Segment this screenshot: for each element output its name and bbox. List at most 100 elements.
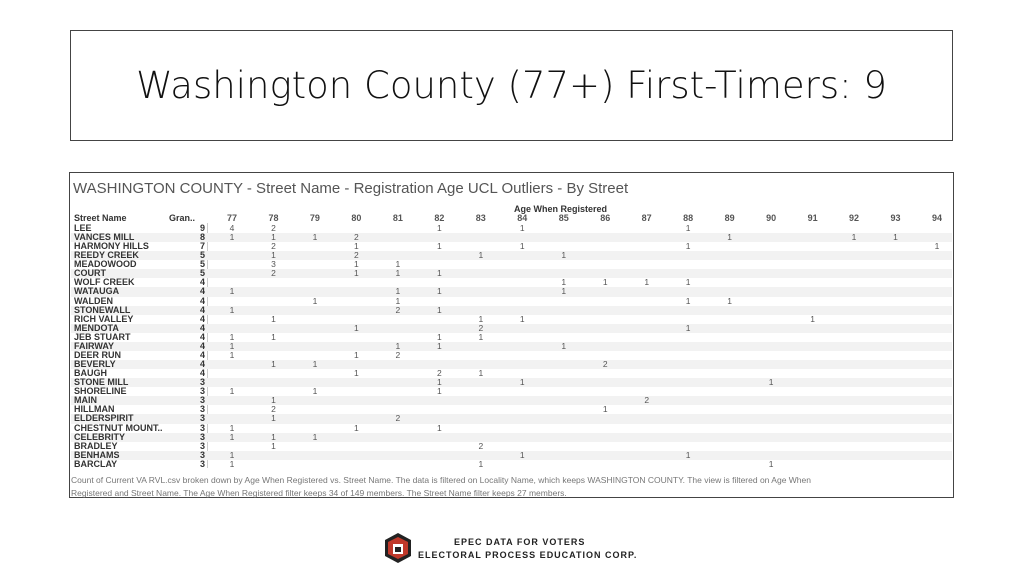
header-cell: 79 [309,213,320,223]
count-cell: 2 [271,404,276,415]
total-cell: 3 [199,395,205,406]
count-cell: 1 [644,277,650,288]
count-cell: 1 [271,250,276,261]
street-cell: MEADOWOOD [74,259,137,270]
count-cell: 2 [395,304,401,315]
count-cell: 1 [229,304,235,315]
count-cell: 1 [271,395,276,406]
count-cell: 2 [478,322,484,333]
street-cell: ELDERSPIRIT [74,413,134,424]
footer-line: Registered and Street Name. The Age When… [71,488,567,498]
street-cell: SHORELINE [74,386,127,397]
count-cell: 1 [395,268,401,279]
street-cell: HILLMAN [74,404,115,415]
total-cell: 3 [199,404,205,415]
count-cell: 2 [644,395,650,406]
total-cell: 4 [199,331,205,342]
header-cell: 87 [641,213,652,223]
header-cell: 94 [931,213,942,223]
count-cell: 1 [602,277,608,288]
count-cell: 1 [271,413,276,424]
row-band [71,305,952,315]
header-cell: 77 [226,213,237,223]
count-cell: 1 [436,223,442,233]
street-cell: WOLF CREEK [74,277,135,288]
count-cell: 2 [602,359,608,370]
count-cell: 1 [229,386,235,397]
count-cell: 1 [354,322,359,333]
count-cell: 1 [312,359,318,370]
header-cell: Gran.. [169,213,196,223]
total-cell: 3 [199,431,205,442]
count-cell: 1 [436,377,442,388]
count-cell: 1 [395,295,401,306]
header-cell: 93 [890,213,901,223]
count-cell: 1 [519,313,525,324]
street-cell: HARMONY HILLS [74,241,149,252]
count-cell: 1 [561,277,567,288]
header-cell: Street Name [74,213,127,223]
count-cell: 1 [478,458,484,469]
street-cell: BRADLEY [74,440,118,451]
count-cell: 1 [561,340,567,351]
count-cell: 1 [436,286,442,297]
count-cell: 1 [602,404,608,415]
count-cell: 1 [271,359,276,370]
street-cell: WALDEN [74,295,113,306]
count-cell: 1 [271,313,276,324]
header-cell: 84 [517,213,528,223]
header-cell: 91 [807,213,818,223]
row-band [71,360,952,370]
street-cell: FAIRWAY [74,340,115,351]
count-cell: 1 [519,449,525,460]
row-band [71,414,952,424]
street-cell: STONE MILL [74,377,129,388]
count-cell: 1 [478,313,484,324]
street-cell: COURT [74,268,106,279]
count-cell: 1 [685,277,691,288]
total-cell: 5 [199,250,205,261]
count-cell: 1 [395,286,401,297]
street-cell: LEE [74,223,92,233]
count-cell: 1 [229,232,235,243]
total-cell: 3 [199,413,205,424]
count-cell: 1 [519,377,525,388]
count-cell: 2 [395,349,401,360]
street-cell: DEER RUN [74,349,122,360]
total-cell: 4 [199,349,205,360]
row-band [71,323,952,333]
count-cell: 1 [727,295,732,306]
total-cell: 4 [199,277,205,288]
count-cell: 2 [354,232,359,243]
total-cell: 3 [199,377,205,388]
count-cell: 1 [229,331,235,342]
row-band [71,450,952,460]
street-cell: JEB STUART [74,331,131,342]
count-cell: 1 [561,250,567,261]
count-cell: 1 [768,377,774,388]
total-cell: 3 [199,449,205,460]
count-cell: 2 [354,250,359,261]
total-cell: 4 [199,286,205,297]
count-cell: 1 [810,313,815,324]
count-cell: 1 [893,232,898,243]
total-cell: 8 [199,232,205,243]
total-cell: 4 [199,340,205,351]
count-cell: 1 [395,340,401,351]
row-band [71,378,952,388]
count-cell: 1 [685,223,691,233]
count-cell: 1 [312,232,318,243]
count-cell: 1 [519,241,525,252]
total-cell: 3 [199,386,205,397]
count-cell: 1 [229,431,235,442]
count-cell: 1 [478,331,484,342]
street-cell: BARCLAY [74,458,118,469]
header-cell: 78 [268,213,279,223]
header-cell: 81 [392,213,403,223]
row-band [71,396,952,406]
street-cell: CELEBRITY [74,431,126,442]
slide-title: Washington County (77+) First-Timers: 9 [70,30,953,141]
row-band [71,269,952,279]
total-cell: 4 [199,322,205,333]
street-cell: BENHAMS [74,449,120,460]
